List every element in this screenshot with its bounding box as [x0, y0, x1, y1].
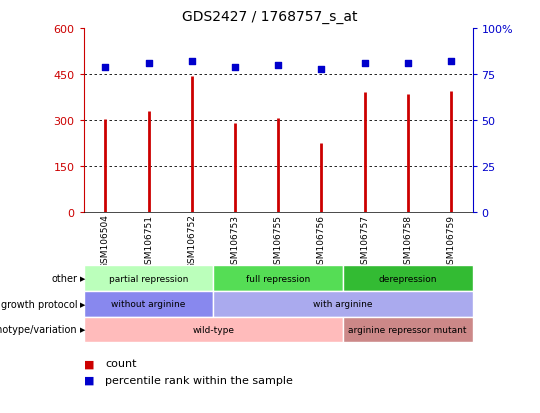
Text: wild-type: wild-type	[192, 325, 234, 334]
Point	[101, 64, 110, 71]
Point	[360, 61, 369, 67]
Text: without arginine: without arginine	[111, 299, 186, 309]
Point	[403, 61, 412, 67]
Text: genotype/variation: genotype/variation	[0, 325, 77, 335]
Point	[317, 66, 326, 73]
Text: ■: ■	[84, 375, 94, 385]
Point	[144, 61, 153, 67]
Text: count: count	[105, 358, 137, 368]
Text: with arginine: with arginine	[313, 299, 373, 309]
Text: ▶: ▶	[80, 327, 85, 332]
Point	[274, 62, 282, 69]
Text: partial repression: partial repression	[109, 274, 188, 283]
Text: ▶: ▶	[80, 301, 85, 307]
Text: derepression: derepression	[379, 274, 437, 283]
Text: growth protocol: growth protocol	[1, 299, 77, 309]
Text: other: other	[51, 273, 77, 283]
Point	[187, 59, 196, 65]
Text: percentile rank within the sample: percentile rank within the sample	[105, 375, 293, 385]
Text: ■: ■	[84, 358, 94, 368]
Text: GDS2427 / 1768757_s_at: GDS2427 / 1768757_s_at	[183, 10, 357, 24]
Text: arginine repressor mutant: arginine repressor mutant	[348, 325, 467, 334]
Text: full repression: full repression	[246, 274, 310, 283]
Point	[447, 59, 455, 65]
Text: ▶: ▶	[80, 275, 85, 281]
Point	[231, 64, 239, 71]
